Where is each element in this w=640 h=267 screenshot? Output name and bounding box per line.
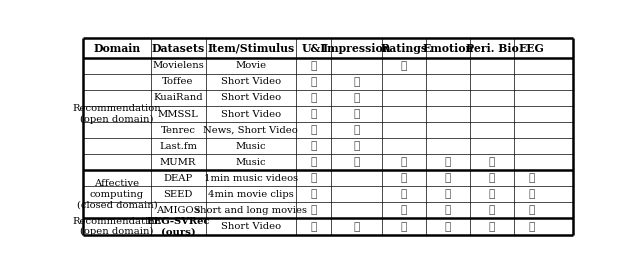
Text: ✓: ✓ [489, 157, 495, 167]
Text: ✓: ✓ [310, 77, 317, 87]
Text: Last.fm: Last.fm [159, 142, 197, 151]
Text: ✓: ✓ [310, 61, 317, 71]
Text: ✓: ✓ [529, 173, 535, 183]
Text: ✓: ✓ [401, 189, 407, 199]
Text: ✓: ✓ [401, 157, 407, 167]
Text: Ratings: Ratings [380, 42, 428, 53]
Text: ✓: ✓ [353, 77, 360, 87]
Text: ✓: ✓ [489, 222, 495, 231]
Text: EEG-SVRec
(ours): EEG-SVRec (ours) [147, 217, 210, 236]
Text: U&I: U&I [301, 42, 326, 53]
Text: Datasets: Datasets [152, 42, 205, 53]
Text: Music: Music [236, 142, 266, 151]
Text: Movielens: Movielens [152, 61, 204, 70]
Text: DEAP: DEAP [163, 174, 193, 183]
Text: ✓: ✓ [310, 125, 317, 135]
Text: ✓: ✓ [401, 222, 407, 231]
Text: ✓: ✓ [445, 222, 451, 231]
Text: ✓: ✓ [445, 157, 451, 167]
Text: ✓: ✓ [529, 189, 535, 199]
Text: ✓: ✓ [445, 173, 451, 183]
Text: ✓: ✓ [310, 157, 317, 167]
Text: KuaiRand: KuaiRand [154, 93, 203, 103]
Text: EEG: EEG [519, 42, 545, 53]
Text: ✓: ✓ [401, 205, 407, 215]
Text: ✓: ✓ [489, 189, 495, 199]
Text: ✓: ✓ [401, 173, 407, 183]
Text: ✓: ✓ [353, 141, 360, 151]
Text: Recommendation
(open domain): Recommendation (open domain) [72, 217, 161, 236]
Text: Affective
computing
(closed domain): Affective computing (closed domain) [77, 179, 157, 209]
Text: Movie: Movie [236, 61, 266, 70]
Text: ✓: ✓ [310, 93, 317, 103]
Text: Tenrec: Tenrec [161, 126, 196, 135]
Text: 4min movie clips: 4min movie clips [208, 190, 294, 199]
Text: ✓: ✓ [445, 189, 451, 199]
Text: Toffee: Toffee [163, 77, 194, 87]
Text: ✓: ✓ [310, 173, 317, 183]
Text: ✓: ✓ [310, 189, 317, 199]
Text: ✓: ✓ [310, 222, 317, 231]
Text: Short Video: Short Video [221, 109, 281, 119]
Text: ✓: ✓ [401, 61, 407, 71]
Text: ✓: ✓ [529, 205, 535, 215]
Text: 1min music videos: 1min music videos [204, 174, 298, 183]
Text: ✓: ✓ [353, 157, 360, 167]
Text: SEED: SEED [163, 190, 193, 199]
Text: AMIGOS: AMIGOS [156, 206, 200, 215]
Text: ✓: ✓ [310, 205, 317, 215]
Text: short and long movies: short and long movies [195, 206, 307, 215]
Text: Impression: Impression [323, 42, 391, 53]
Text: Short Video: Short Video [221, 93, 281, 103]
Text: ✓: ✓ [310, 109, 317, 119]
Text: ✓: ✓ [353, 222, 360, 231]
Text: MUMR: MUMR [160, 158, 196, 167]
Text: ✓: ✓ [353, 109, 360, 119]
Text: Short Video: Short Video [221, 222, 281, 231]
Text: Emotion: Emotion [422, 42, 474, 53]
Text: ✓: ✓ [489, 205, 495, 215]
Text: MMSSL: MMSSL [157, 109, 198, 119]
Text: Music: Music [236, 158, 266, 167]
Text: Peri. Bio: Peri. Bio [466, 42, 518, 53]
Text: Recommendation
(open domain): Recommendation (open domain) [72, 104, 161, 124]
Text: ✓: ✓ [529, 222, 535, 231]
Text: Short Video: Short Video [221, 77, 281, 87]
Text: Domain: Domain [93, 42, 140, 53]
Text: ✓: ✓ [489, 173, 495, 183]
Text: ✓: ✓ [310, 141, 317, 151]
Text: ✓: ✓ [353, 93, 360, 103]
Text: ✓: ✓ [445, 205, 451, 215]
Text: ✓: ✓ [353, 125, 360, 135]
Text: News, Short Video: News, Short Video [204, 126, 298, 135]
Text: Item/Stimulus: Item/Stimulus [207, 42, 294, 53]
